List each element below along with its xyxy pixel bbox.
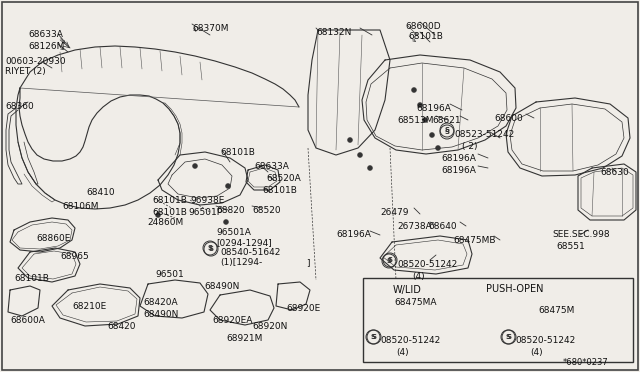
Text: 68965: 68965 xyxy=(60,252,89,261)
Text: 68101B: 68101B xyxy=(152,196,187,205)
Circle shape xyxy=(435,145,440,151)
Text: 96501: 96501 xyxy=(155,270,184,279)
Text: 68920N: 68920N xyxy=(252,322,287,331)
Text: 68370M: 68370M xyxy=(192,24,228,33)
Text: (4): (4) xyxy=(530,348,543,357)
Text: 68600A: 68600A xyxy=(10,316,45,325)
Text: 68106M: 68106M xyxy=(62,202,99,211)
Text: 68860E: 68860E xyxy=(36,234,70,243)
Text: 68210E: 68210E xyxy=(72,302,106,311)
Text: 68420: 68420 xyxy=(107,322,136,331)
Text: 68101B: 68101B xyxy=(408,32,443,41)
Text: 68920E: 68920E xyxy=(286,304,320,313)
Text: 08520-51242: 08520-51242 xyxy=(515,336,575,345)
Circle shape xyxy=(193,164,198,169)
Text: 68196A: 68196A xyxy=(336,230,371,239)
Text: [0294-1294]: [0294-1294] xyxy=(216,238,272,247)
Circle shape xyxy=(367,166,372,170)
Text: W/LID: W/LID xyxy=(393,285,422,295)
Text: PUSH-OPEN: PUSH-OPEN xyxy=(486,284,543,294)
Text: 68640: 68640 xyxy=(428,222,456,231)
Text: (1)[1294-: (1)[1294- xyxy=(220,258,262,267)
Text: ]: ] xyxy=(306,258,310,267)
Text: 68132N: 68132N xyxy=(316,28,351,37)
Text: 68621: 68621 xyxy=(432,116,461,125)
Text: (4): (4) xyxy=(412,272,424,281)
Text: 08523-51242: 08523-51242 xyxy=(454,130,515,139)
Text: 08540-51642: 08540-51642 xyxy=(220,248,280,257)
Text: 68475M: 68475M xyxy=(538,306,574,315)
Text: 68101B: 68101B xyxy=(220,148,255,157)
Text: 68196A: 68196A xyxy=(441,166,476,175)
Text: 96501A: 96501A xyxy=(216,228,251,237)
Circle shape xyxy=(358,153,362,157)
Text: 96938E: 96938E xyxy=(190,196,225,205)
Text: 68360: 68360 xyxy=(5,102,34,111)
Text: 68196A: 68196A xyxy=(416,104,451,113)
Text: 68520A: 68520A xyxy=(266,174,301,183)
Circle shape xyxy=(429,132,435,138)
Text: 68921M: 68921M xyxy=(226,334,262,343)
Text: 68410: 68410 xyxy=(86,188,115,197)
Circle shape xyxy=(417,103,422,108)
Text: 68600D: 68600D xyxy=(405,22,440,31)
Text: 68551: 68551 xyxy=(556,242,585,251)
Text: *680*0237: *680*0237 xyxy=(563,358,609,367)
Text: 26479: 26479 xyxy=(380,208,408,217)
Text: 68920EA: 68920EA xyxy=(212,316,252,325)
Text: ( 2): ( 2) xyxy=(462,142,477,151)
Text: 68633A: 68633A xyxy=(254,162,289,171)
Text: 68126M: 68126M xyxy=(28,42,65,51)
Text: 68513M: 68513M xyxy=(397,116,433,125)
Circle shape xyxy=(223,219,228,224)
Text: S: S xyxy=(445,129,449,135)
Text: 68475MB: 68475MB xyxy=(453,236,495,245)
Text: S: S xyxy=(506,334,511,340)
Text: 08520-51242: 08520-51242 xyxy=(380,336,440,345)
Text: 68475MA: 68475MA xyxy=(394,298,436,307)
Text: S: S xyxy=(209,246,214,252)
Text: 68196A: 68196A xyxy=(441,154,476,163)
Text: RIYET (2): RIYET (2) xyxy=(5,67,45,76)
Text: S: S xyxy=(445,127,449,133)
Text: 26738A: 26738A xyxy=(397,222,432,231)
Text: 68630: 68630 xyxy=(600,168,628,177)
Text: S: S xyxy=(371,334,376,340)
Text: 08520-51242: 08520-51242 xyxy=(397,260,457,269)
Text: 68490N: 68490N xyxy=(143,310,179,319)
Text: 68520: 68520 xyxy=(252,206,280,215)
Text: 68633A: 68633A xyxy=(28,30,63,39)
Text: S: S xyxy=(387,257,392,263)
Text: 68101B: 68101B xyxy=(14,274,49,283)
Circle shape xyxy=(348,138,353,142)
Text: 68820: 68820 xyxy=(216,206,244,215)
Circle shape xyxy=(422,118,428,122)
Text: (4): (4) xyxy=(396,348,408,357)
Text: S: S xyxy=(207,245,212,251)
Text: 96501P: 96501P xyxy=(188,208,222,217)
Circle shape xyxy=(225,183,230,189)
Text: 00603-20930: 00603-20930 xyxy=(5,57,66,66)
Text: 68101B: 68101B xyxy=(152,208,187,217)
Text: S: S xyxy=(506,334,511,340)
Text: S: S xyxy=(387,258,392,264)
Text: 68101B: 68101B xyxy=(262,186,297,195)
Text: 68600: 68600 xyxy=(494,114,523,123)
Circle shape xyxy=(156,212,161,218)
Text: S: S xyxy=(371,334,376,340)
Bar xyxy=(363,278,633,362)
Circle shape xyxy=(412,87,417,93)
Text: SEE.SEC.998: SEE.SEC.998 xyxy=(552,230,610,239)
Text: 68420A: 68420A xyxy=(143,298,178,307)
Text: 68490N: 68490N xyxy=(204,282,239,291)
Text: 24860M: 24860M xyxy=(147,218,183,227)
